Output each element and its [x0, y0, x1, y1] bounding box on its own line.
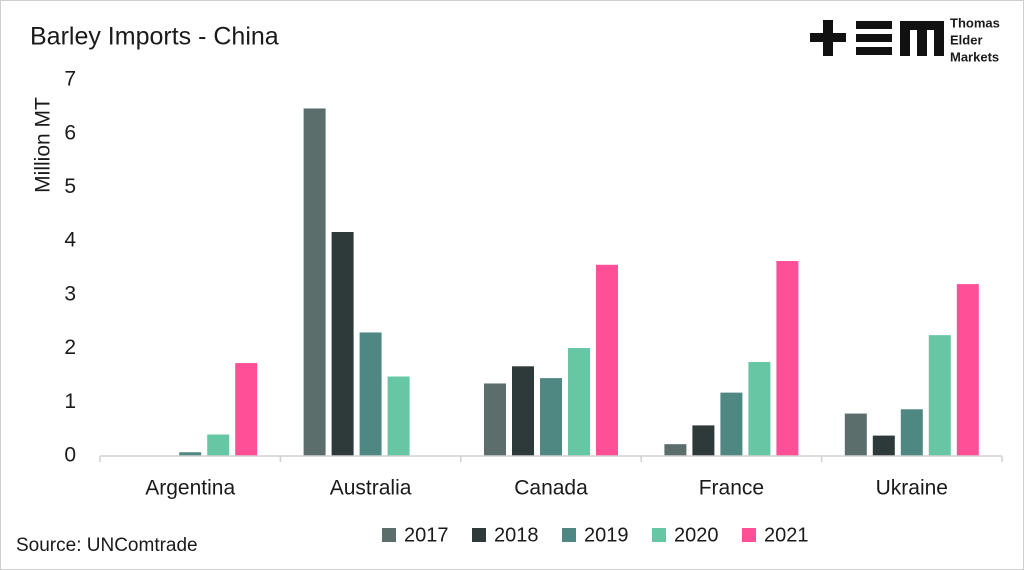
legend-label: 2019 — [584, 524, 629, 546]
x-tick-label: Canada — [514, 477, 588, 500]
legend-label: 2021 — [764, 524, 809, 546]
legend-swatch — [472, 528, 486, 542]
legend-label: 2018 — [494, 524, 539, 546]
bar — [331, 232, 354, 456]
bar — [484, 383, 506, 456]
legend-label: 2020 — [674, 524, 719, 546]
bar — [956, 284, 979, 456]
y-tick-label: 3 — [64, 282, 76, 305]
legend-swatch — [742, 528, 756, 542]
bar — [207, 434, 230, 456]
bar — [303, 108, 326, 457]
bar — [872, 435, 895, 456]
x-tick-label: Argentina — [145, 477, 235, 500]
y-tick-label: 7 — [64, 68, 76, 91]
y-tick-label: 5 — [64, 175, 76, 198]
source: Source: UNComtrade — [16, 535, 198, 556]
bar — [928, 335, 951, 456]
bar — [512, 366, 534, 456]
x-tick-label: Ukraine — [876, 477, 948, 500]
x-tick-label: Australia — [330, 477, 412, 500]
logo-text: Markets — [950, 49, 999, 64]
bar — [596, 264, 618, 456]
logo-text: Thomas — [950, 15, 1000, 30]
bar — [568, 348, 590, 456]
bar — [844, 413, 867, 456]
bar — [359, 332, 382, 456]
bar — [720, 392, 743, 456]
bar — [540, 378, 562, 456]
y-tick-label: 0 — [64, 444, 76, 467]
legend-swatch — [562, 528, 576, 542]
bar — [748, 362, 771, 456]
y-tick-label: 2 — [64, 336, 76, 359]
bar — [179, 452, 202, 456]
bar — [235, 363, 258, 456]
y-tick-label: 4 — [64, 229, 76, 252]
y-tick-label: 1 — [64, 390, 76, 413]
legend-label: 2017 — [404, 524, 449, 546]
x-tick-label: France — [699, 477, 764, 500]
logo-text: Elder — [950, 32, 983, 47]
bar — [692, 425, 715, 456]
bar — [900, 409, 923, 456]
chart-title: Barley Imports - China — [30, 23, 279, 51]
bar — [776, 261, 799, 456]
y-axis-label: Million MT — [32, 97, 55, 193]
y-tick-label: 6 — [64, 121, 76, 144]
bar — [664, 444, 687, 456]
logo — [810, 20, 944, 56]
legend-swatch — [652, 528, 666, 542]
bar — [387, 376, 410, 456]
legend-swatch — [382, 528, 396, 542]
